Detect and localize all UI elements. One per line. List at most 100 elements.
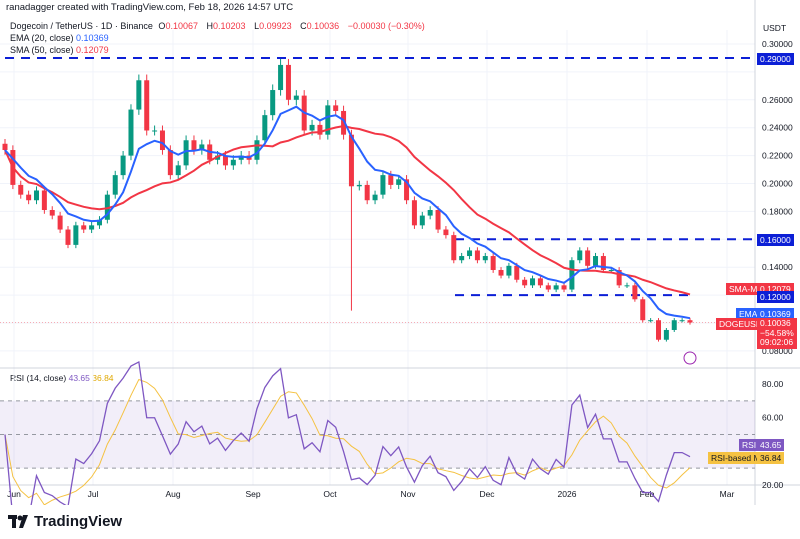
price-tick-label: 0.30000 (762, 39, 793, 49)
rsi-line (4, 360, 691, 505)
sma-label: SMA (50, close) (10, 45, 74, 55)
rsi-tick-label: 20.00 (762, 480, 784, 490)
sma-tag-name: SMA-MA (726, 283, 766, 295)
sma-legend[interactable]: SMA (50, close) 0.12079 (10, 44, 428, 56)
rsi-tick-label: 60.00 (762, 413, 784, 423)
candle (545, 282, 551, 293)
candle-body (648, 320, 654, 322)
candle-body (120, 155, 126, 176)
rsi-ma-tag-name: RSI-based MA (708, 452, 770, 464)
candle-body (152, 130, 158, 132)
logo-text: TradingView (34, 513, 123, 530)
candle-body (530, 278, 536, 286)
candle (530, 275, 536, 288)
candle-body (238, 155, 244, 160)
price-tick-label: 0.18000 (762, 206, 793, 216)
sma-value: 0.12079 (76, 45, 109, 55)
price-chart[interactable]: 0.30000 0.26000 0.24000 0.22000 0.20000 0.180… (0, 0, 800, 505)
candle (65, 226, 71, 249)
symbol-title: Dogecoin / TetherUS · 1D · Binance (10, 21, 153, 31)
candle-body (49, 210, 55, 216)
candle (482, 252, 488, 264)
candle-body (96, 219, 102, 226)
candle-body (498, 269, 504, 276)
price-tick-label: 0.08000 (762, 346, 793, 356)
rsi-ma-tag: 36.84 (757, 452, 785, 464)
candle-body (687, 320, 693, 323)
candle-body (467, 250, 473, 257)
candle-body (490, 256, 496, 270)
rsi-tag: 43.65 (757, 439, 785, 451)
candle-body (41, 190, 47, 211)
candle (120, 150, 126, 180)
candle-body (671, 320, 677, 330)
candle-body (553, 285, 559, 290)
time-tick-label: Nov (400, 489, 416, 499)
candle (144, 74, 150, 136)
rsi-ma-line (4, 378, 691, 505)
candle (317, 119, 323, 140)
ema-value: 0.10369 (76, 33, 109, 43)
candle-body (506, 265, 512, 276)
candle (254, 135, 260, 165)
candle-body (443, 229, 449, 236)
high-label: H (206, 21, 214, 31)
time-tick-label: Sep (245, 489, 260, 499)
candle-body (317, 124, 323, 135)
candle (411, 196, 417, 229)
level-tag-012: 0.12000 (757, 291, 794, 303)
candle (175, 160, 181, 180)
candle (656, 318, 662, 342)
candle-body (33, 190, 39, 201)
candle (89, 221, 95, 234)
time-tick-label: Mar (720, 489, 735, 499)
candle-body (191, 140, 197, 151)
low-value: 0.09923 (259, 21, 292, 31)
candle (18, 180, 24, 199)
candle (443, 226, 449, 239)
candle-body (293, 95, 299, 100)
ema-line (4, 105, 691, 320)
tradingview-logo[interactable]: TradingView (8, 513, 122, 530)
candle-body (183, 140, 189, 166)
candle-body (380, 175, 386, 195)
candle (396, 175, 402, 190)
high-value: 0.10203 (213, 21, 246, 31)
price-tick-label: 0.14000 (762, 262, 793, 272)
rsi-legend[interactable]: RSI (14, close) 43.65 36.84 (10, 373, 114, 383)
level-tag-016: 0.16000 (757, 234, 794, 246)
candle (49, 206, 55, 220)
ema-legend[interactable]: EMA (20, close) 0.10369 (10, 32, 428, 44)
candle-body (262, 115, 268, 141)
candle-body (254, 140, 260, 160)
candle-body (348, 134, 354, 187)
candle-body (577, 250, 583, 261)
candle (451, 231, 457, 264)
candle-body (632, 285, 638, 300)
price-change-pct: −54.58% (760, 327, 794, 338)
candle-body (325, 105, 331, 135)
rsi-label: RSI (14, close) (10, 373, 67, 383)
candle-body (600, 256, 606, 270)
symbol-row[interactable]: Dogecoin / TetherUS · 1D · Binance O 0.10… (10, 20, 428, 32)
candle (41, 186, 47, 214)
candle (624, 282, 630, 288)
price-tick-label: 0.22000 (762, 151, 793, 161)
candle (569, 257, 575, 293)
ema-label: EMA (20, close) (10, 33, 74, 43)
candle-body (522, 279, 528, 286)
candle (278, 58, 284, 96)
candle-body (112, 175, 118, 195)
candle-body (514, 265, 520, 280)
candle-body (663, 329, 669, 340)
candle-body (427, 210, 433, 216)
open-label: O (158, 21, 166, 31)
candle-body (175, 165, 181, 176)
candle (159, 125, 165, 155)
candle (419, 211, 425, 229)
candle (435, 206, 441, 234)
candle-body (2, 143, 8, 151)
candle-body (608, 269, 614, 271)
candle (640, 296, 646, 323)
candle (73, 221, 79, 249)
